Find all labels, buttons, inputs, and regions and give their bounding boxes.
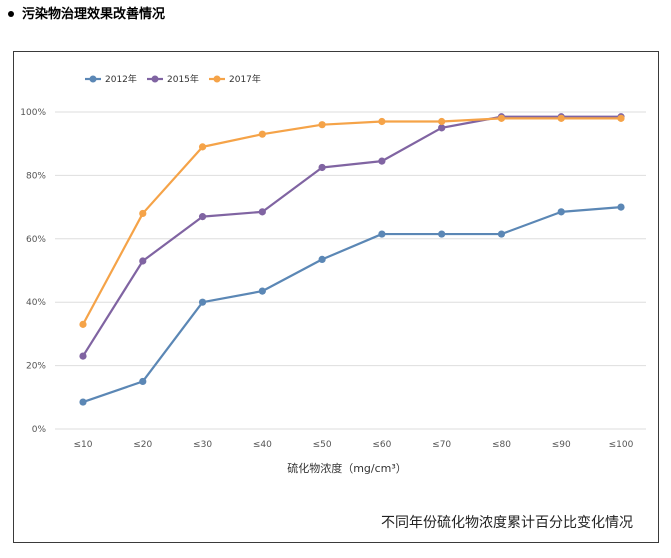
x-axis-ticks: ≤10 ≤20 ≤30 ≤40 ≤50 ≤60 ≤70 ≤80 ≤90 ≤100 <box>74 440 634 450</box>
data-point <box>139 209 147 218</box>
data-point <box>79 398 87 406</box>
data-point <box>79 352 87 360</box>
x-tick-label: ≤70 <box>432 440 451 450</box>
legend-marker <box>151 75 159 83</box>
data-point <box>378 157 386 165</box>
data-point <box>79 320 87 328</box>
x-tick-label: ≤10 <box>74 440 93 450</box>
data-point <box>139 377 147 386</box>
x-tick-label: ≤40 <box>253 440 272 450</box>
legend: 2012年 2015年 2017年 <box>85 73 261 85</box>
x-tick-label: ≤30 <box>193 440 212 450</box>
legend-label: 2017年 <box>229 73 261 85</box>
y-tick-label: 0% <box>32 425 47 435</box>
y-tick-label: 80% <box>26 171 46 181</box>
data-point <box>258 208 266 216</box>
data-point <box>258 287 266 295</box>
data-point <box>497 230 506 238</box>
x-tick-label: ≤80 <box>492 440 511 450</box>
x-tick-label: ≤60 <box>372 440 391 450</box>
legend-label: 2015年 <box>167 73 199 85</box>
data-point <box>198 298 207 306</box>
data-point <box>378 117 386 126</box>
data-point <box>617 203 625 211</box>
gridlines <box>55 111 646 430</box>
data-point <box>497 114 506 122</box>
x-axis-title: 硫化物浓度（mg/cm³） <box>287 461 407 475</box>
section-heading: 污染物治理效果改善情况 <box>8 3 165 22</box>
x-tick-label: ≤20 <box>133 440 152 450</box>
x-tick-label: ≤100 <box>609 440 634 450</box>
data-point <box>557 208 565 216</box>
series-lines <box>82 115 622 404</box>
data-point <box>139 257 147 265</box>
chart-caption: 不同年份硫化物浓度累计百分比变化情况 <box>381 515 633 531</box>
x-tick-label: ≤90 <box>552 440 571 450</box>
section-heading-text: 污染物治理效果改善情况 <box>22 7 166 22</box>
x-tick-label: ≤50 <box>313 440 332 450</box>
series-line-2012年 <box>82 206 622 404</box>
series-line-2015年 <box>82 115 621 357</box>
y-tick-label: 60% <box>26 235 46 245</box>
data-point <box>438 230 446 238</box>
data-point <box>258 130 266 138</box>
legend-marker <box>213 75 221 83</box>
legend-marker <box>89 75 97 83</box>
y-tick-label: 40% <box>26 298 46 308</box>
data-point <box>438 124 446 132</box>
data-point <box>557 114 565 122</box>
data-point <box>198 213 207 221</box>
data-point <box>438 117 446 126</box>
bullet-icon <box>8 10 14 17</box>
data-point <box>617 114 625 122</box>
y-tick-label: 100% <box>20 108 46 118</box>
series-points <box>79 113 625 406</box>
y-tick-label: 20% <box>26 362 46 372</box>
data-point <box>318 255 326 264</box>
legend-label: 2012年 <box>105 73 137 85</box>
data-point <box>318 121 326 129</box>
data-point <box>378 230 386 238</box>
data-point <box>198 143 207 151</box>
series-line-2017年 <box>82 117 621 325</box>
y-axis-ticks: 0% 20% 40% 60% 80% 100% <box>20 108 46 435</box>
data-point <box>318 163 326 172</box>
